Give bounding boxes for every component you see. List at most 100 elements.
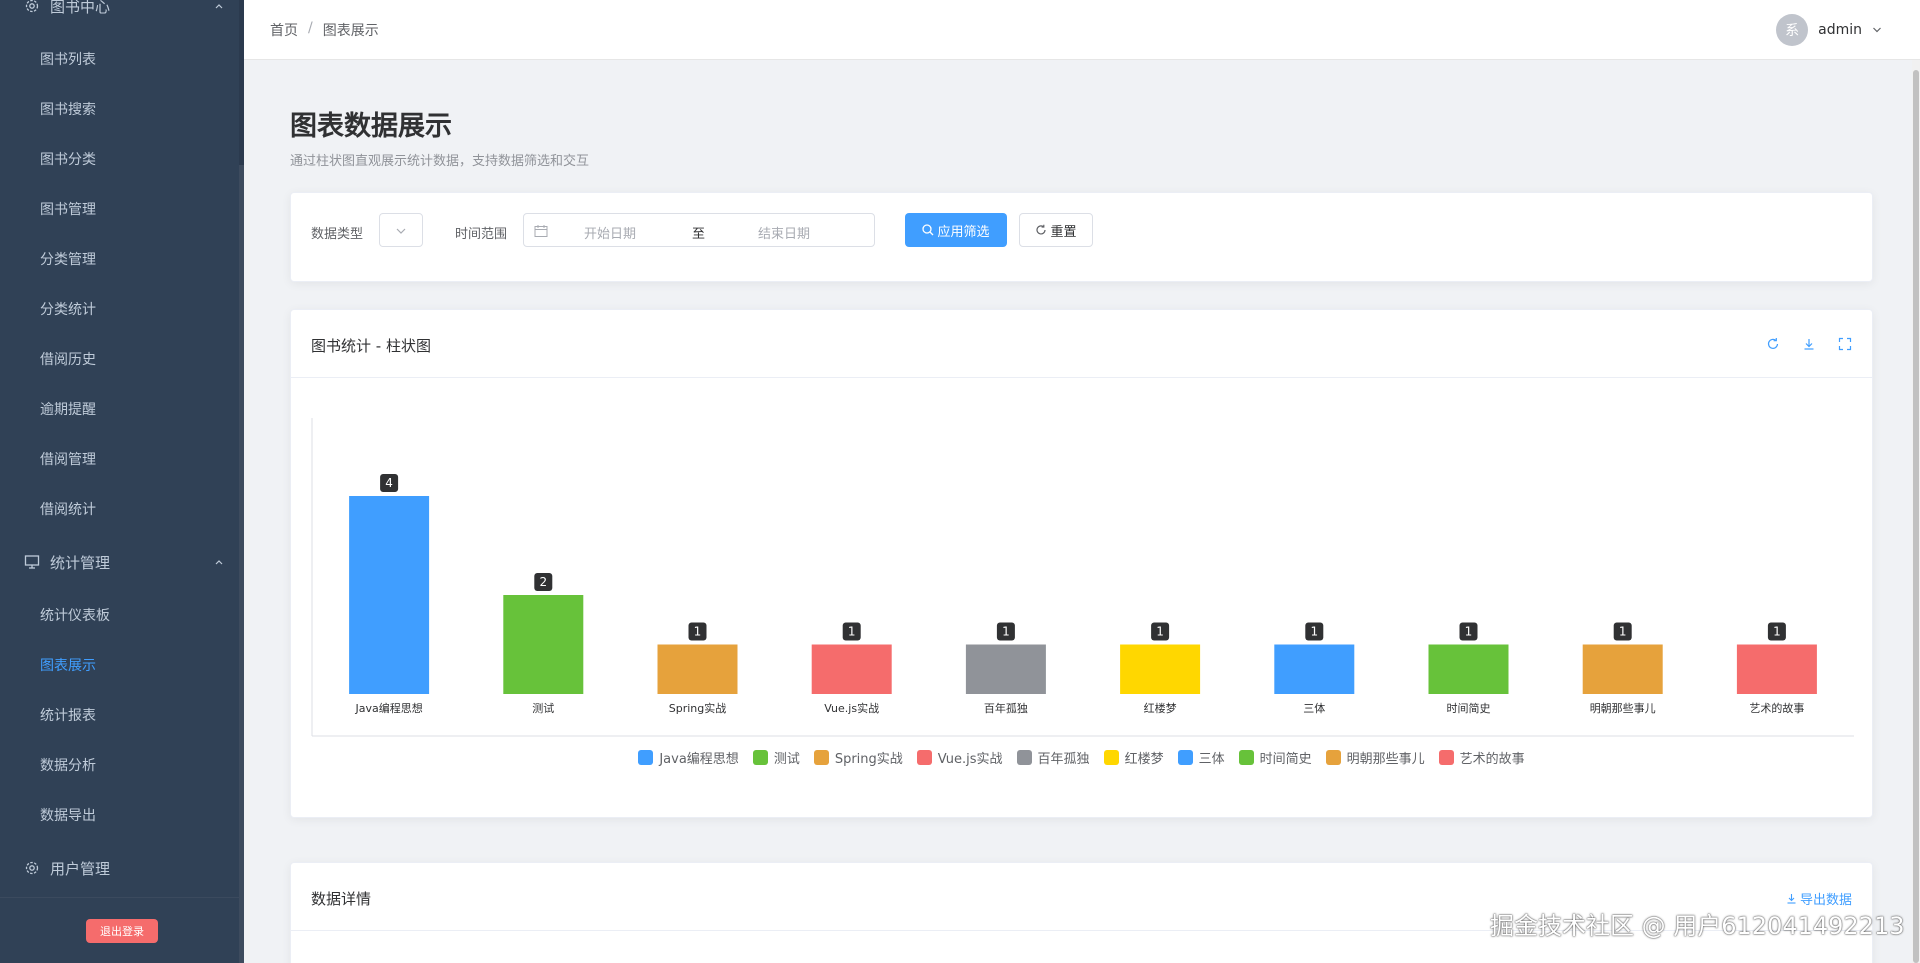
x-tick-label: Vue.js实战 [824,701,879,715]
bar-value-label: 4 [385,476,393,490]
legend-item[interactable]: Spring实战 [813,748,903,767]
refresh-icon[interactable] [1766,337,1780,351]
bar-value-label-bg [1613,622,1632,641]
download-icon[interactable] [1802,337,1816,351]
export-data-link[interactable]: 导出数据 [1786,889,1852,908]
legend-label: 红楼梦 [1124,752,1164,767]
bar-value-label-bg [534,573,553,591]
legend-label: Java编程思想 [659,752,739,767]
detail-card-header: 数据详情 导出数据 [291,863,1872,931]
x-tick-label: 三体 [1303,701,1325,715]
chart-bar[interactable] [1736,644,1817,695]
legend-label: 艺术的故事 [1459,752,1525,767]
avatar[interactable]: 系 [1776,14,1809,46]
chart-bar[interactable] [349,496,430,694]
page-scrollbar[interactable] [1912,60,1920,963]
x-tick-label: 艺术的故事 [1749,701,1804,715]
detail-card: 数据详情 导出数据 [290,862,1873,963]
fullscreen-icon[interactable] [1838,337,1852,351]
chart-bar[interactable] [1120,644,1201,695]
filter-card: 数据类型 时间范围 开始日期 至 结束日期 应用筛选 重置 [290,192,1873,282]
legend-label: 时间简史 [1259,752,1312,767]
legend-item[interactable]: 时间简史 [1238,748,1312,767]
end-date-input[interactable]: 结束日期 [758,227,811,242]
breadcrumb: 首页 / 图表展示 [270,20,379,40]
date-range-picker[interactable]: 开始日期 至 结束日期 [523,213,875,247]
legend-label: Spring实战 [834,752,903,767]
sidebar-item[interactable]: 借阅管理 [40,452,96,468]
menu-group-label: 用户管理 [50,859,111,878]
data-type-select[interactable] [379,213,423,247]
bar-value-label: 1 [1002,625,1010,639]
sidebar-item[interactable]: 分类管理 [40,252,96,268]
chart-card-title: 图书统计 - 柱状图 [311,337,431,355]
sidebar-item[interactable]: 图书列表 [40,52,96,68]
sidebar-item[interactable]: 逾期提醒 [40,402,96,418]
sidebar-item[interactable]: 数据导出 [40,808,96,824]
bar-value-label: 2 [539,575,547,589]
sidebar-item[interactable]: 统计报表 [40,708,96,724]
chevron-down-icon[interactable] [1872,25,1882,35]
chart-bar[interactable] [811,644,892,695]
sidebar-item[interactable]: 借阅统计 [40,502,96,518]
user-menu[interactable]: 系 admin [1776,14,1882,46]
detail-card-title: 数据详情 [311,890,372,908]
legend-label: 明朝那些事儿 [1346,752,1425,767]
menu-group-users[interactable]: 用户管理 [0,848,244,888]
bar-value-label: 1 [1156,625,1164,639]
chart-bar[interactable] [657,644,738,695]
chart-bar[interactable] [965,644,1046,695]
logout-area: 退出登录 [0,897,240,963]
chart-card-header: 图书统计 - 柱状图 [291,310,1872,378]
top-header: 首页 / 图表展示 系 admin [244,0,1920,60]
legend-label: 三体 [1198,752,1225,767]
legend-item[interactable]: 三体 [1177,748,1225,767]
reset-button[interactable]: 重置 [1019,213,1093,247]
bar-value-label-bg [1767,622,1786,641]
sidebar-item[interactable]: 借阅历史 [40,352,96,368]
chevron-up-icon [215,560,223,565]
sidebar-item[interactable]: 数据分析 [40,758,96,774]
chart-bar[interactable] [1274,644,1355,695]
sidebar-item[interactable]: 图书分类 [40,152,96,168]
sidebar-item[interactable]: 图表展示 [40,658,96,674]
logout-button[interactable]: 退出登录 [86,919,158,943]
legend-item[interactable]: Java编程思想 [638,748,739,767]
legend-item[interactable]: 红楼梦 [1103,748,1164,767]
username[interactable]: admin [1818,22,1862,38]
sidebar-item[interactable]: 图书搜索 [40,102,96,118]
start-date-input[interactable]: 开始日期 [584,227,637,242]
sidebar-scrollbar-thumb[interactable] [239,165,244,963]
bar-value-label: 1 [694,625,702,639]
legend-item[interactable]: 百年孤独 [1016,748,1090,767]
sidebar-item[interactable]: 图书管理 [40,202,96,218]
legend-swatch [1238,750,1254,765]
apply-filter-button[interactable]: 应用筛选 [905,213,1007,247]
legend-item[interactable]: 明朝那些事儿 [1325,748,1425,767]
bar-value-label-bg [688,622,707,641]
breadcrumb-home[interactable]: 首页 [270,23,298,39]
calendar-icon [534,225,548,237]
x-tick-label: 明朝那些事儿 [1590,701,1656,715]
menu-group-stats[interactable]: 统计管理 [0,542,244,582]
page-title: 图表数据展示 [290,111,452,142]
menu-group-books[interactable]: 图书中心 [0,0,244,26]
chart-bar[interactable] [503,595,584,694]
chart-bar[interactable] [1428,644,1509,695]
page-scrollbar-thumb[interactable] [1913,70,1919,963]
legend-item[interactable]: 测试 [752,748,800,767]
legend-swatch [1325,750,1341,765]
x-tick-label: 百年孤独 [984,701,1028,715]
chart-bar[interactable] [1582,644,1663,695]
sidebar-item[interactable]: 分类统计 [40,302,96,318]
legend-label: Vue.js实战 [937,752,1003,767]
bar-chart[interactable]: 4 Java编程思想 2 测试 1 Spring实战 1 Vue.js实战 1 百年孤独 1 红楼梦 1… [291,378,1874,738]
sidebar-item[interactable]: 统计仪表板 [40,608,110,624]
bar-value-label: 1 [1465,625,1473,639]
x-tick-label: 红楼梦 [1144,701,1177,715]
legend-swatch [1103,750,1119,765]
legend-label: 百年孤独 [1037,752,1090,767]
legend-item[interactable]: 艺术的故事 [1438,748,1525,767]
bar-value-label-bg [1459,622,1478,641]
legend-item[interactable]: Vue.js实战 [916,748,1003,767]
